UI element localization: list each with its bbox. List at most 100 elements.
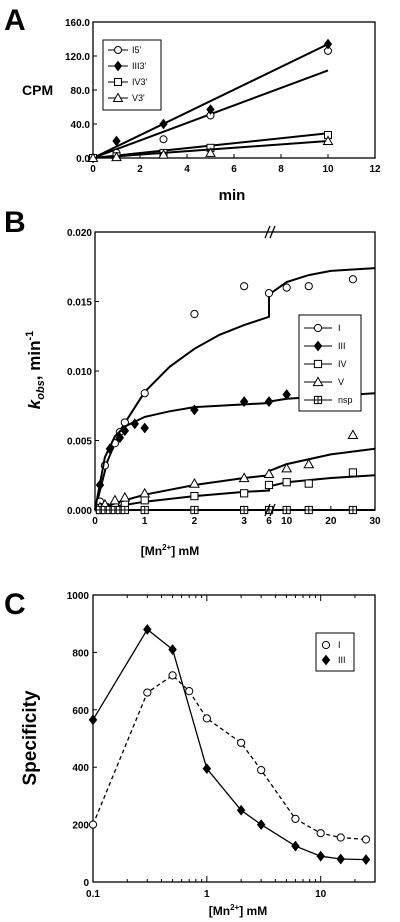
xlabel-b-tail: ] mM: [171, 544, 199, 558]
xlabel-b-base: [Mn: [141, 544, 162, 558]
svg-text:kobs, min-1: kobs, min-1: [24, 331, 47, 409]
panel-b-point: [348, 505, 358, 515]
panel-c-point: [168, 671, 177, 680]
legend-a-label: V3': [132, 93, 145, 103]
panel-b-point: [240, 282, 249, 291]
panel-c-legend-box: [315, 632, 355, 672]
legend-a-marker: [114, 46, 122, 54]
panel-b-point: [348, 468, 358, 477]
panel-c-point: [316, 850, 325, 862]
panel-c-xtick-label: 10: [315, 889, 327, 900]
panel-b-point: [281, 462, 293, 473]
panel-a-point: [159, 118, 168, 130]
panel-letter-b: B: [4, 206, 26, 239]
panel-b-point: [304, 282, 313, 291]
panel-b-fit-3: [94, 447, 376, 511]
legend-a-label: III3': [132, 61, 147, 71]
panel-a-fit-1: [92, 43, 329, 159]
panel-a-xlabel: min: [219, 187, 246, 204]
panel-c-point: [185, 687, 194, 696]
panel-a-point: [87, 152, 99, 162]
panel-b-point: [190, 492, 199, 501]
panel-c-ytick-label: 400: [72, 763, 89, 774]
panel-b-ylabel: kobs, min-1: [24, 331, 47, 409]
panel-b-xtick-label: 0: [92, 516, 98, 527]
panel-a-point: [206, 104, 215, 115]
panel-a-ytick-label: 80.0: [71, 86, 91, 97]
panel-c-point: [237, 738, 246, 747]
legend-c-label: III: [338, 655, 346, 665]
xlabel-c-base: [Mn: [209, 904, 230, 918]
panel-c-point: [336, 853, 345, 865]
panel-b-point: [95, 479, 105, 491]
legend-b-label: nsp: [338, 395, 353, 405]
panel-b-point: [348, 275, 358, 284]
panel-b-point: [130, 418, 140, 430]
legend-b-label: V: [338, 377, 344, 387]
panel-c-xtick-label: 0.1: [86, 889, 100, 900]
panel-b-xtick-label: 3: [241, 516, 247, 527]
panel-c-point: [143, 624, 152, 635]
panel-b-ytick-label: 0.010: [67, 367, 92, 378]
panel-b-ytick-label: 0.000: [67, 506, 92, 517]
panel-c-point: [361, 835, 371, 844]
panel-b-point: [282, 478, 291, 487]
panel-b-point: [347, 429, 359, 440]
panel-c-xtick-label: 1: [204, 889, 210, 900]
panel-c-point: [336, 833, 345, 842]
panel-c-point: [361, 854, 371, 866]
panel-b-point: [190, 309, 199, 319]
panel-c-line-1: [92, 628, 367, 861]
panel-b-point: [238, 472, 250, 483]
panel-c-point: [143, 688, 152, 697]
panel-b-point: [140, 389, 149, 398]
legend-b-marker: [313, 340, 323, 352]
panel-b-point: [264, 396, 274, 407]
legend-b-label: I: [338, 323, 341, 333]
panel-b-point: [190, 505, 199, 515]
ylabel-k: k: [25, 398, 44, 409]
panel-b-point: [264, 480, 274, 490]
legend-a-marker: [112, 92, 124, 102]
panel-a-point: [112, 135, 121, 147]
panel-b-point: [240, 505, 249, 515]
panel-b-xtick-label: 1: [142, 516, 148, 527]
ylabel-obs: obs: [35, 380, 47, 400]
legend-c-label: I: [338, 640, 341, 650]
panel-c-point: [88, 714, 98, 726]
legend-a-marker: [114, 78, 122, 86]
panel-b-xtick-label: 20: [325, 516, 337, 527]
xlabel-c-tail: ] mM: [239, 904, 267, 918]
panel-b-xtick-label: 6: [266, 516, 272, 527]
panel-c-ytick-label: 800: [72, 648, 89, 659]
panel-b-xlabel: [Mn2+] mM: [141, 543, 199, 558]
panel-a-xtick-label: 12: [369, 164, 381, 175]
panel-c-point: [168, 644, 177, 655]
panel-letter-a: A: [4, 4, 26, 37]
legend-a-marker: [113, 60, 123, 72]
panel-a-xtick-label: 2: [137, 164, 143, 175]
panel-c-point: [88, 820, 98, 829]
panel-a-xtick-label: 4: [184, 164, 190, 175]
panel-c-point: [202, 714, 211, 723]
panel-a-xtick-label: 0: [90, 164, 96, 175]
panel-a-point: [111, 151, 122, 162]
ylabel-exp: -1: [24, 331, 36, 341]
panel-c-xlabel: [Mn2+] mM: [209, 903, 267, 918]
legend-b-marker: [313, 323, 323, 333]
panel-b-xtick-label: 10: [281, 516, 293, 527]
panel-a-ytick-label: 40.0: [71, 120, 91, 131]
panel-b-point: [115, 432, 125, 444]
panel-a-legend: I5' III3' IV3' V3': [102, 39, 162, 111]
panel-b-point: [140, 496, 149, 505]
panel-letter-c: C: [4, 588, 26, 621]
panel-b-point: [140, 505, 149, 515]
panel-b-point: [303, 458, 315, 469]
legend-b-label: III: [338, 341, 346, 351]
panel-c-point: [236, 804, 246, 816]
panel-c-ytick-label: 600: [72, 706, 89, 717]
